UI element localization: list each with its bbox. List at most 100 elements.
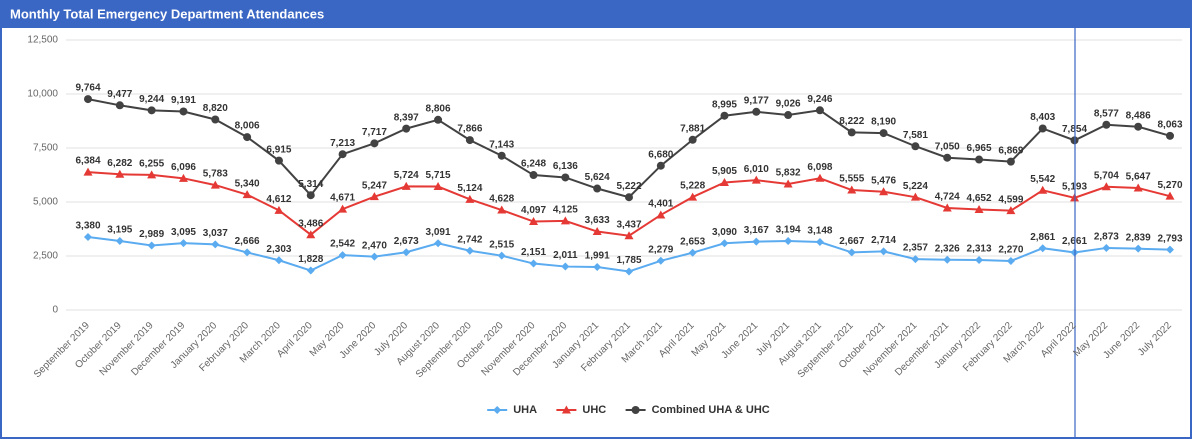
marker xyxy=(1038,244,1047,253)
marker xyxy=(465,136,474,145)
data-label: 1,828 xyxy=(298,254,323,265)
marker xyxy=(434,115,443,124)
marker xyxy=(1006,157,1015,166)
data-label: 2,357 xyxy=(903,243,928,254)
data-label: 3,633 xyxy=(585,215,610,226)
data-label: 2,667 xyxy=(839,236,864,247)
data-label: 5,314 xyxy=(298,179,323,190)
data-label: 7,717 xyxy=(362,127,387,138)
marker xyxy=(593,262,602,271)
data-label: 6,869 xyxy=(998,145,1023,156)
marker xyxy=(210,180,220,189)
marker xyxy=(815,173,825,182)
marker xyxy=(211,115,220,124)
marker xyxy=(1166,131,1174,140)
marker xyxy=(84,95,92,104)
marker xyxy=(338,150,347,159)
data-label: 2,673 xyxy=(394,236,419,247)
marker xyxy=(274,205,284,214)
marker xyxy=(306,230,316,239)
data-label: 7,143 xyxy=(489,139,514,150)
data-label: 5,647 xyxy=(1126,172,1151,183)
marker xyxy=(720,239,729,248)
marker xyxy=(497,151,506,160)
marker xyxy=(751,175,761,184)
y-tick-label: 5,000 xyxy=(33,197,58,208)
y-tick-label: 2,500 xyxy=(33,251,58,262)
data-label: 6,096 xyxy=(171,162,196,173)
marker xyxy=(434,239,443,248)
data-label: 2,515 xyxy=(489,239,514,250)
data-label: 8,063 xyxy=(1157,119,1182,130)
data-label: 9,246 xyxy=(807,94,832,105)
data-label: 4,628 xyxy=(489,194,514,205)
marker xyxy=(147,241,156,250)
y-tick-label: 7,500 xyxy=(33,143,58,154)
marker xyxy=(243,133,252,142)
data-label: 2,861 xyxy=(1030,232,1055,243)
data-label: 8,190 xyxy=(871,117,896,128)
data-label: 5,542 xyxy=(1030,174,1055,185)
data-label: 5,555 xyxy=(839,174,864,185)
data-label: 3,380 xyxy=(75,221,100,232)
data-label: 9,177 xyxy=(744,95,769,106)
data-label: 5,224 xyxy=(903,181,928,192)
marker xyxy=(625,193,633,202)
data-label: 7,050 xyxy=(935,141,960,152)
marker xyxy=(465,194,475,203)
data-label: 3,091 xyxy=(426,227,451,238)
marker xyxy=(688,248,697,257)
data-label: 4,671 xyxy=(330,193,355,204)
marker xyxy=(847,128,856,137)
marker xyxy=(719,177,729,186)
data-label: 5,783 xyxy=(203,169,228,180)
data-label: 6,384 xyxy=(75,156,100,167)
marker xyxy=(625,267,633,276)
marker xyxy=(720,111,729,120)
data-label: 9,026 xyxy=(776,99,801,110)
marker xyxy=(1133,183,1143,192)
marker xyxy=(338,204,348,213)
marker xyxy=(1006,206,1016,215)
marker xyxy=(784,237,793,246)
marker xyxy=(847,185,857,194)
data-label: 9,191 xyxy=(171,95,196,106)
marker xyxy=(243,248,252,257)
marker xyxy=(433,182,443,191)
marker xyxy=(656,210,666,219)
marker xyxy=(369,192,379,201)
marker xyxy=(274,256,283,265)
legend-label: UHC xyxy=(582,404,606,416)
marker xyxy=(975,155,984,164)
marker xyxy=(370,252,379,261)
data-label: 8,995 xyxy=(712,99,737,110)
data-label: 5,247 xyxy=(362,180,387,191)
marker xyxy=(370,139,379,148)
marker xyxy=(974,205,984,214)
data-label: 3,486 xyxy=(298,218,323,229)
data-label: 6,965 xyxy=(967,143,992,154)
data-label: 3,148 xyxy=(807,226,832,237)
marker xyxy=(911,255,920,264)
data-label: 5,124 xyxy=(457,183,482,194)
data-label: 2,279 xyxy=(648,244,673,255)
data-label: 5,270 xyxy=(1157,180,1182,191)
data-label: 8,577 xyxy=(1094,108,1119,119)
marker xyxy=(179,107,188,116)
data-label: 6,098 xyxy=(807,162,832,173)
marker xyxy=(815,106,824,115)
marker xyxy=(338,251,347,260)
marker xyxy=(1134,244,1143,253)
data-label: 6,255 xyxy=(139,159,164,170)
marker xyxy=(402,124,411,133)
marker xyxy=(656,161,665,170)
data-label: 3,090 xyxy=(712,227,737,238)
data-label: 3,194 xyxy=(776,225,801,236)
marker xyxy=(879,247,888,256)
marker xyxy=(1166,245,1174,254)
marker xyxy=(784,111,793,120)
data-label: 3,195 xyxy=(107,225,132,236)
marker xyxy=(910,192,920,201)
marker xyxy=(592,227,602,236)
